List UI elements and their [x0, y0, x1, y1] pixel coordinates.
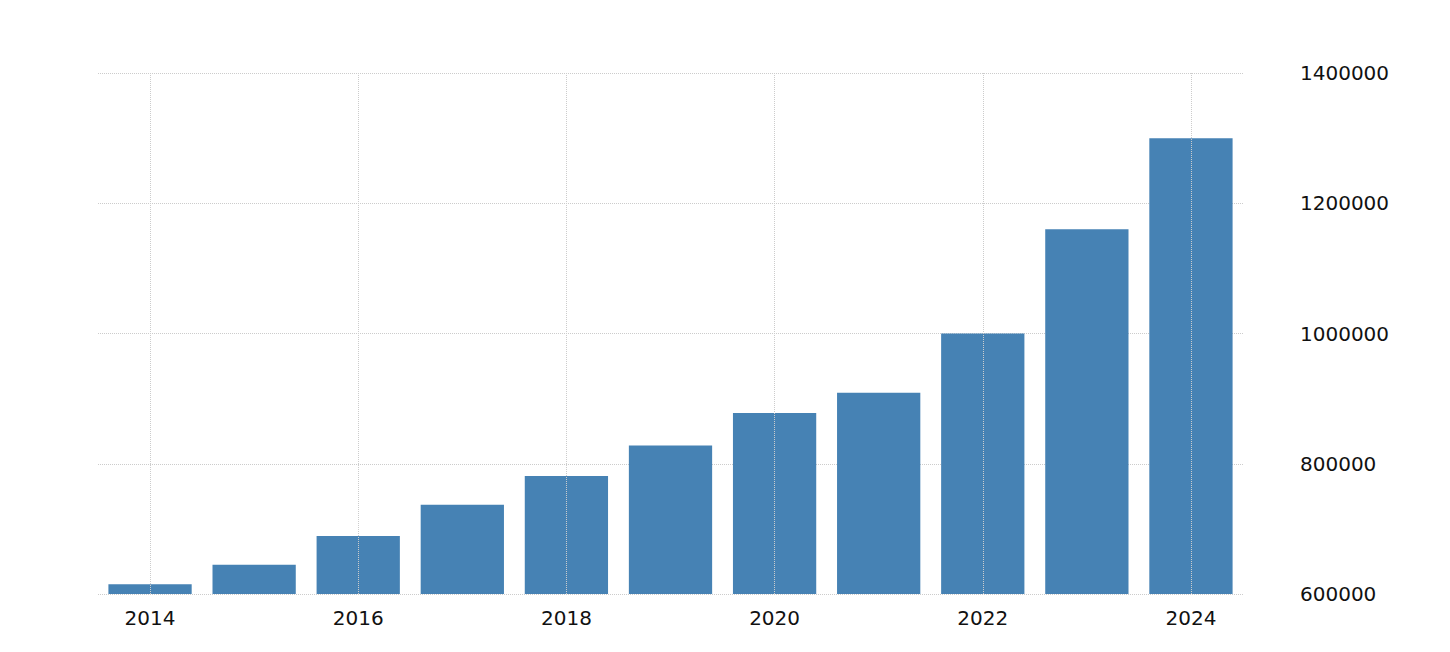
- svg-text:1200000: 1200000: [1300, 191, 1389, 215]
- svg-text:1000000: 1000000: [1300, 322, 1389, 346]
- svg-text:1400000: 1400000: [1300, 61, 1389, 85]
- svg-text:600000: 600000: [1300, 582, 1376, 606]
- svg-text:2016: 2016: [333, 606, 384, 630]
- svg-text:2020: 2020: [749, 606, 800, 630]
- svg-text:2024: 2024: [1166, 606, 1217, 630]
- svg-text:2022: 2022: [957, 606, 1008, 630]
- svg-text:2018: 2018: [541, 606, 592, 630]
- svg-text:2014: 2014: [125, 606, 176, 630]
- svg-text:800000: 800000: [1300, 452, 1376, 476]
